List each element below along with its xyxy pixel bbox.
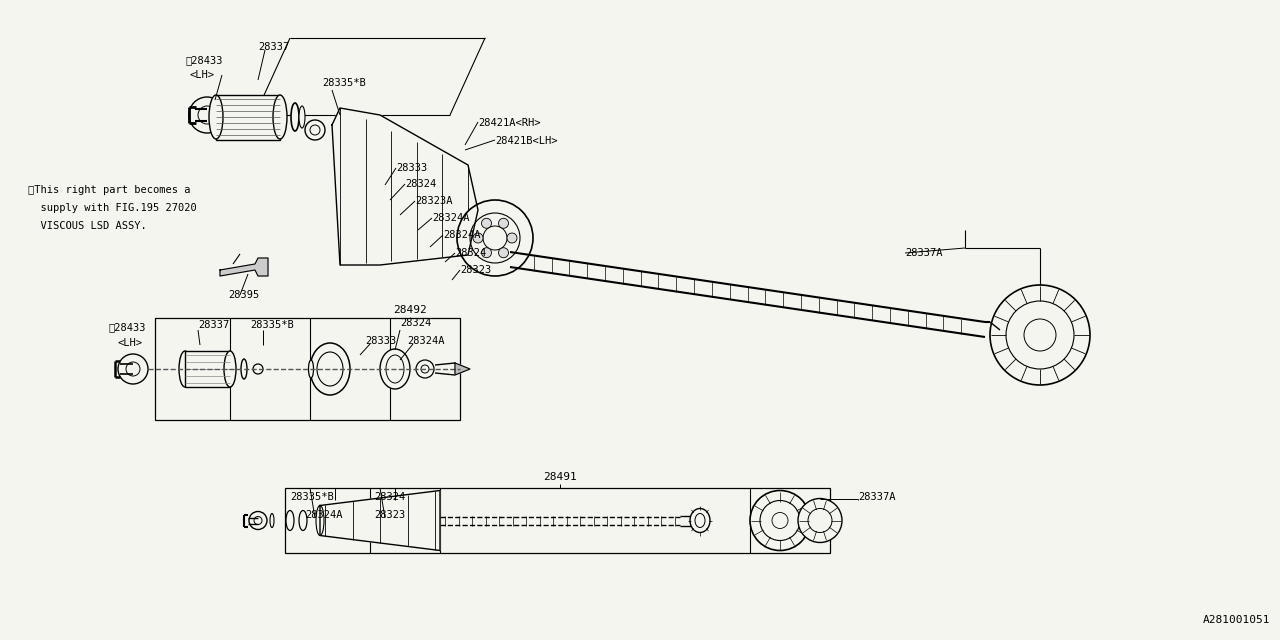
Ellipse shape [308,360,314,378]
Text: 28324: 28324 [399,318,431,328]
Text: supply with FIG.195 27020: supply with FIG.195 27020 [28,203,197,213]
Ellipse shape [317,352,343,386]
Circle shape [481,248,492,258]
Ellipse shape [241,359,247,379]
Text: 28491: 28491 [543,472,577,482]
Ellipse shape [300,106,305,128]
Text: 28337: 28337 [198,320,229,330]
Text: 28492: 28492 [393,305,426,315]
Circle shape [470,213,520,263]
Ellipse shape [387,355,404,383]
Text: 28324: 28324 [454,248,486,258]
Ellipse shape [305,120,325,140]
Bar [216,95,280,140]
Text: 28337: 28337 [259,42,289,52]
Ellipse shape [416,360,434,378]
Circle shape [507,233,517,243]
Text: ※This right part becomes a: ※This right part becomes a [28,185,191,195]
Circle shape [250,511,268,529]
Text: 28395: 28395 [228,290,260,300]
Polygon shape [332,108,477,265]
Text: 28333: 28333 [365,336,397,346]
Text: <LH>: <LH> [189,70,215,80]
Ellipse shape [285,511,294,531]
Circle shape [760,500,800,541]
Text: 28323: 28323 [460,265,492,275]
Text: 28337A: 28337A [858,492,896,502]
Ellipse shape [253,364,262,374]
Text: 28421B<LH>: 28421B<LH> [495,136,558,146]
Text: 28337A: 28337A [905,248,942,258]
Ellipse shape [209,95,223,139]
Text: 28335*B: 28335*B [250,320,293,330]
Circle shape [189,97,225,133]
Text: 28323: 28323 [374,510,406,520]
Circle shape [483,226,507,250]
Text: VISCOUS LSD ASSY.: VISCOUS LSD ASSY. [28,221,147,231]
Text: 28335*B: 28335*B [323,78,366,88]
Circle shape [481,218,492,228]
Circle shape [498,248,508,258]
Bar [285,488,829,553]
Ellipse shape [316,506,324,536]
Polygon shape [454,363,470,375]
Text: 28324: 28324 [374,492,406,502]
Text: 28421A<RH>: 28421A<RH> [477,118,540,128]
Circle shape [1024,319,1056,351]
Text: 28333: 28333 [396,163,428,173]
Circle shape [797,499,842,543]
Text: 28335*B: 28335*B [291,492,334,502]
Text: 28324A: 28324A [407,336,444,346]
Circle shape [457,200,532,276]
Ellipse shape [291,103,300,131]
Circle shape [118,354,148,384]
Text: ※28433: ※28433 [186,55,223,65]
Circle shape [1006,301,1074,369]
Ellipse shape [690,509,710,532]
Circle shape [498,218,508,228]
Ellipse shape [310,343,349,395]
Text: 28324: 28324 [404,179,436,189]
Ellipse shape [270,513,274,527]
Text: 28324A: 28324A [433,213,470,223]
Polygon shape [320,490,440,550]
Ellipse shape [224,351,236,387]
Circle shape [474,233,483,243]
Bar [155,318,460,420]
Polygon shape [220,258,268,276]
Circle shape [989,285,1091,385]
Ellipse shape [300,511,307,531]
Circle shape [808,509,832,532]
Text: 28323A: 28323A [415,196,453,206]
Bar [186,351,230,387]
Circle shape [750,490,810,550]
Text: ※28433: ※28433 [108,322,146,332]
Circle shape [772,513,788,529]
Text: 28324A: 28324A [305,510,343,520]
Text: A281001051: A281001051 [1202,615,1270,625]
Ellipse shape [695,513,705,527]
Text: 28324A: 28324A [443,230,480,240]
Ellipse shape [380,349,410,389]
Ellipse shape [310,125,320,135]
Ellipse shape [179,351,191,387]
Text: <LH>: <LH> [116,338,142,348]
Ellipse shape [273,95,287,139]
